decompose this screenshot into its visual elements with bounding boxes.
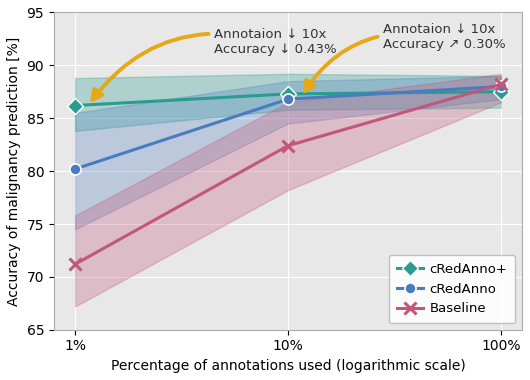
Text: Annotaion ↓ 10x
Accuracy ↗ 0.30%: Annotaion ↓ 10x Accuracy ↗ 0.30%	[305, 23, 506, 91]
X-axis label: Percentage of annotations used (logarithmic scale): Percentage of annotations used (logarith…	[111, 359, 465, 373]
Line: cRedAnno+: cRedAnno+	[69, 86, 506, 111]
cRedAnno	[498, 84, 504, 89]
cRedAnno	[72, 167, 78, 171]
cRedAnno+	[72, 103, 78, 108]
Line: cRedAnno: cRedAnno	[69, 81, 506, 174]
cRedAnno+	[498, 90, 504, 94]
Y-axis label: Accuracy of malignancy prediction [%]: Accuracy of malignancy prediction [%]	[7, 36, 21, 306]
cRedAnno	[285, 97, 291, 101]
Legend: cRedAnno+, cRedAnno, Baseline: cRedAnno+, cRedAnno, Baseline	[388, 255, 515, 323]
Text: Annotaion ↓ 10x
Accuracy ↓ 0.43%: Annotaion ↓ 10x Accuracy ↓ 0.43%	[92, 28, 337, 100]
cRedAnno+	[285, 92, 291, 96]
Line: Baseline: Baseline	[69, 78, 507, 271]
Baseline	[498, 82, 504, 87]
Baseline	[72, 262, 78, 266]
Baseline	[285, 143, 291, 148]
